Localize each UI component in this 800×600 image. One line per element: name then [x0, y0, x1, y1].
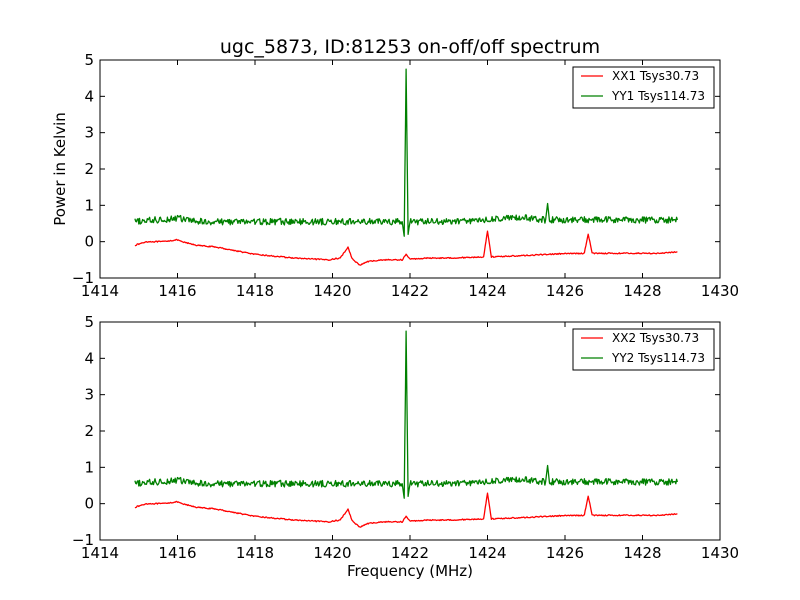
legend-box: [572, 328, 715, 371]
x-tick-label: 1414: [81, 544, 119, 562]
bottom-panel: Frequency (MHz) 1414 1416 1418 1420 1422 1424…: [72, 313, 739, 580]
y-tick-label: 4: [84, 349, 94, 367]
x-tick-label: 1424: [468, 544, 506, 562]
series-line-yy2: [134, 330, 679, 499]
top-panel-ticks: 1414 1416 1418 1420 1422 1424 1426 1428 1430 −1 0 1…: [72, 51, 739, 300]
bottom-panel-series: [134, 330, 679, 528]
bottom-panel-ticks: 1414 1416 1418 1420 1422 1424 1426 1428 1430 −1 0 1…: [72, 313, 739, 562]
top-panel-legend: XX1 Tsys30.73 YY1 Tsys114.73: [572, 66, 715, 109]
series-line-xx1: [134, 230, 678, 266]
x-tick-label: 1430: [701, 544, 739, 562]
x-tick-label: 1414: [81, 282, 119, 300]
y-tick-label: −1: [72, 531, 94, 549]
y-tick-label: 5: [84, 51, 94, 69]
legend-label-xx2: XX2 Tsys30.73: [612, 331, 699, 345]
series-line-yy1: [134, 68, 679, 237]
x-tick-label: 1424: [468, 282, 506, 300]
legend-label-xx1: XX1 Tsys30.73: [612, 69, 699, 83]
x-tick-label: 1416: [158, 282, 196, 300]
x-tick-label: 1430: [701, 282, 739, 300]
x-tick-label: 1426: [546, 544, 584, 562]
x-tick-label: 1420: [313, 544, 351, 562]
x-tick-label: 1422: [391, 282, 429, 300]
x-tick-label: 1420: [313, 282, 351, 300]
x-tick-label: 1428: [623, 282, 661, 300]
y-axis-label: Power in Kelvin: [51, 112, 69, 226]
legend-box: [572, 66, 715, 109]
y-tick-label: −1: [72, 269, 94, 287]
x-tick-label: 1422: [391, 544, 429, 562]
y-tick-label: 5: [84, 313, 94, 331]
top-panel-frame: [99, 59, 721, 279]
top-panel: ugc_5873, ID:81253 on-off/off spectrum P…: [51, 36, 739, 300]
y-tick-label: 0: [84, 495, 94, 513]
y-tick-label: 2: [84, 160, 94, 178]
x-tick-label: 1418: [236, 544, 274, 562]
y-tick-label: 0: [84, 233, 94, 251]
y-tick-label: 4: [84, 87, 94, 105]
y-tick-label: 3: [84, 124, 94, 142]
x-tick-label: 1428: [623, 544, 661, 562]
legend-label-yy1: YY1 Tsys114.73: [611, 89, 705, 103]
legend-label-yy2: YY2 Tsys114.73: [611, 351, 705, 365]
x-axis-label: Frequency (MHz): [347, 562, 473, 580]
y-tick-label: 1: [84, 458, 94, 476]
x-tick-label: 1426: [546, 282, 584, 300]
top-panel-series: [134, 68, 679, 266]
bottom-panel-legend: XX2 Tsys30.73 YY2 Tsys114.73: [572, 328, 715, 371]
y-tick-label: 1: [84, 196, 94, 214]
x-tick-label: 1416: [158, 544, 196, 562]
chart-title: ugc_5873, ID:81253 on-off/off spectrum: [220, 36, 600, 58]
y-tick-label: 3: [84, 386, 94, 404]
bottom-panel-frame: [99, 321, 721, 541]
x-tick-label: 1418: [236, 282, 274, 300]
y-tick-label: 2: [84, 422, 94, 440]
series-line-xx2: [134, 492, 678, 528]
